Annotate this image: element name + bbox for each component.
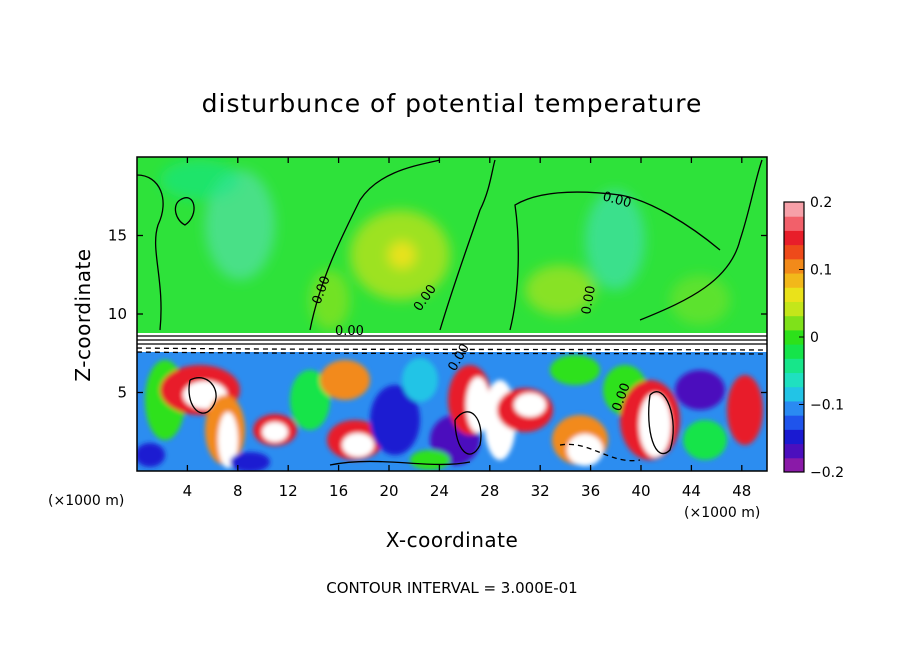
colorbar-swatch — [784, 315, 804, 331]
y-tick-label: 15 — [108, 227, 127, 245]
colorbar-swatch — [784, 443, 804, 459]
x-tick-label: 16 — [329, 482, 348, 500]
y-axis-title: Z-coordinate — [71, 248, 95, 381]
colorbar-swatch — [784, 429, 804, 445]
colorbar-ticks: 0.2 0.1 0 −0.1 −0.2 — [799, 195, 844, 481]
x-unit-label-right: (×1000 m) — [684, 505, 760, 521]
x-tick-label: 12 — [279, 482, 298, 500]
colorbar-tick-label: −0.2 — [810, 465, 844, 481]
colorbar-swatch — [784, 386, 804, 402]
contour-label: 0.00 — [335, 324, 364, 339]
colorbar-swatch — [784, 202, 804, 217]
chart-title: disturbunce of potential temperature — [202, 89, 703, 118]
contour-lines — [137, 159, 767, 466]
x-tick-label: 8 — [233, 482, 243, 500]
x-tick-label: 40 — [631, 482, 650, 500]
colorbar-swatch — [784, 344, 804, 359]
colorbar — [783, 201, 805, 473]
colorbar-swatch — [784, 457, 804, 473]
colorbar-swatch — [784, 329, 804, 345]
colorbar-swatch — [784, 216, 804, 231]
y-tick-label: 5 — [117, 384, 127, 402]
y-axis-ticks: 5 10 15 — [108, 227, 767, 402]
x-tick-label: 28 — [480, 482, 499, 500]
x-tick-label: 32 — [531, 482, 550, 500]
x-tick-label: 20 — [379, 482, 398, 500]
x-tick-label: 48 — [732, 482, 751, 500]
colorbar-swatch — [784, 230, 804, 246]
y-tick-label: 10 — [108, 305, 127, 323]
contour-label: 0.00 — [601, 189, 633, 211]
colorbar-tick-label: −0.1 — [810, 398, 844, 414]
x-tick-label: 24 — [430, 482, 449, 500]
colorbar-swatch — [784, 358, 804, 374]
colorbar-tick-label: 0.1 — [810, 263, 832, 279]
colorbar-tick-label: 0 — [810, 330, 819, 346]
colorbar-swatch — [784, 400, 804, 416]
colorbar-swatch — [784, 301, 804, 317]
x-tick-label: 44 — [682, 482, 701, 500]
colorbar-swatch — [784, 258, 804, 274]
contour-label: 0.00 — [579, 285, 599, 316]
colorbar-swatch — [784, 273, 804, 288]
x-axis-ticks: 4 8 12 16 20 24 28 32 36 40 44 48 — [183, 157, 751, 500]
x-axis-title: X-coordinate — [386, 528, 519, 552]
colorbar-swatch — [784, 372, 804, 388]
colorbar-swatch — [784, 244, 804, 260]
colorbar-tick-label: 0.2 — [810, 195, 832, 211]
x-tick-label: 36 — [581, 482, 600, 500]
x-tick-label: 4 — [183, 482, 193, 500]
contour-interval-note: CONTOUR INTERVAL = 3.000E-01 — [326, 579, 577, 597]
heatmap-field: 0.00 0.00 0.00 0.00 0.00 0.00 0.00 — [137, 157, 767, 471]
x-unit-label-left: (×1000 m) — [48, 493, 124, 509]
colorbar-swatch — [784, 287, 804, 302]
colorbar-swatch — [784, 415, 804, 430]
